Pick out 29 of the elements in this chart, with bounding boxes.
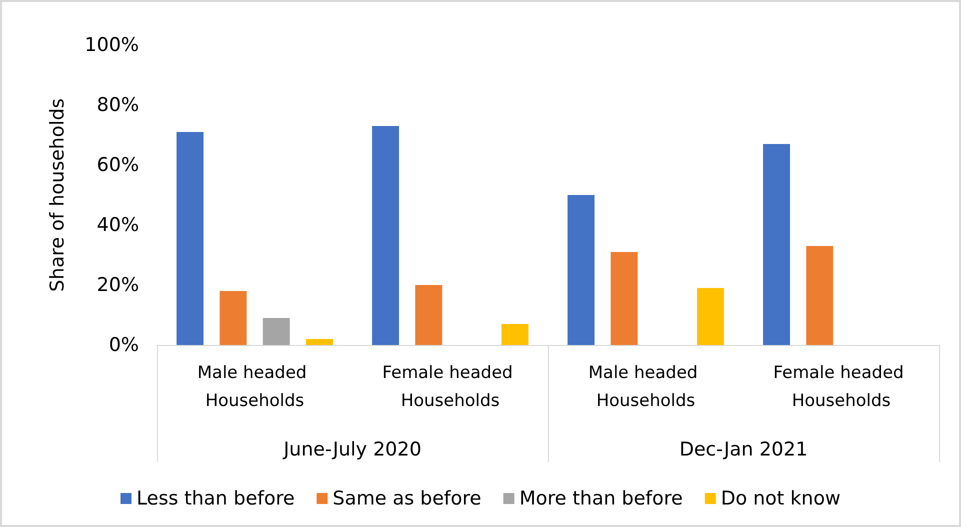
y-tick-label: 40% bbox=[96, 214, 139, 236]
bar bbox=[306, 339, 333, 345]
text: June-July 2020 bbox=[282, 438, 422, 460]
y-tick-label: 0% bbox=[108, 334, 139, 356]
bar bbox=[696, 288, 724, 345]
text: Dec-Jan 2021 bbox=[679, 438, 808, 460]
legend-label: More than before bbox=[519, 488, 683, 510]
y-tick-label: 100% bbox=[84, 34, 139, 56]
legend-label: Do not know bbox=[720, 488, 840, 510]
y-tick-label: 20% bbox=[96, 274, 139, 296]
x-tick-label: Male headed Households bbox=[197, 363, 312, 411]
x-tick-label: Female headed Households bbox=[773, 363, 910, 411]
legend-label: Same as before bbox=[332, 488, 482, 510]
bar bbox=[372, 126, 400, 345]
legend-label: Less than before bbox=[136, 488, 295, 510]
bar bbox=[220, 291, 247, 345]
y-tick-label: 60% bbox=[96, 154, 139, 176]
x-tick-label: Female headed Households bbox=[382, 363, 518, 411]
bar bbox=[501, 324, 528, 345]
x-tick-label: Male headed Households bbox=[588, 363, 704, 411]
bar bbox=[262, 318, 290, 345]
bar bbox=[610, 252, 638, 345]
bar bbox=[806, 246, 834, 345]
bar bbox=[415, 285, 442, 345]
bar bbox=[568, 195, 595, 345]
y-axis-title: Share of households bbox=[46, 98, 68, 292]
bar bbox=[763, 144, 790, 345]
bar bbox=[176, 132, 204, 345]
y-tick-label: 80% bbox=[96, 94, 139, 116]
